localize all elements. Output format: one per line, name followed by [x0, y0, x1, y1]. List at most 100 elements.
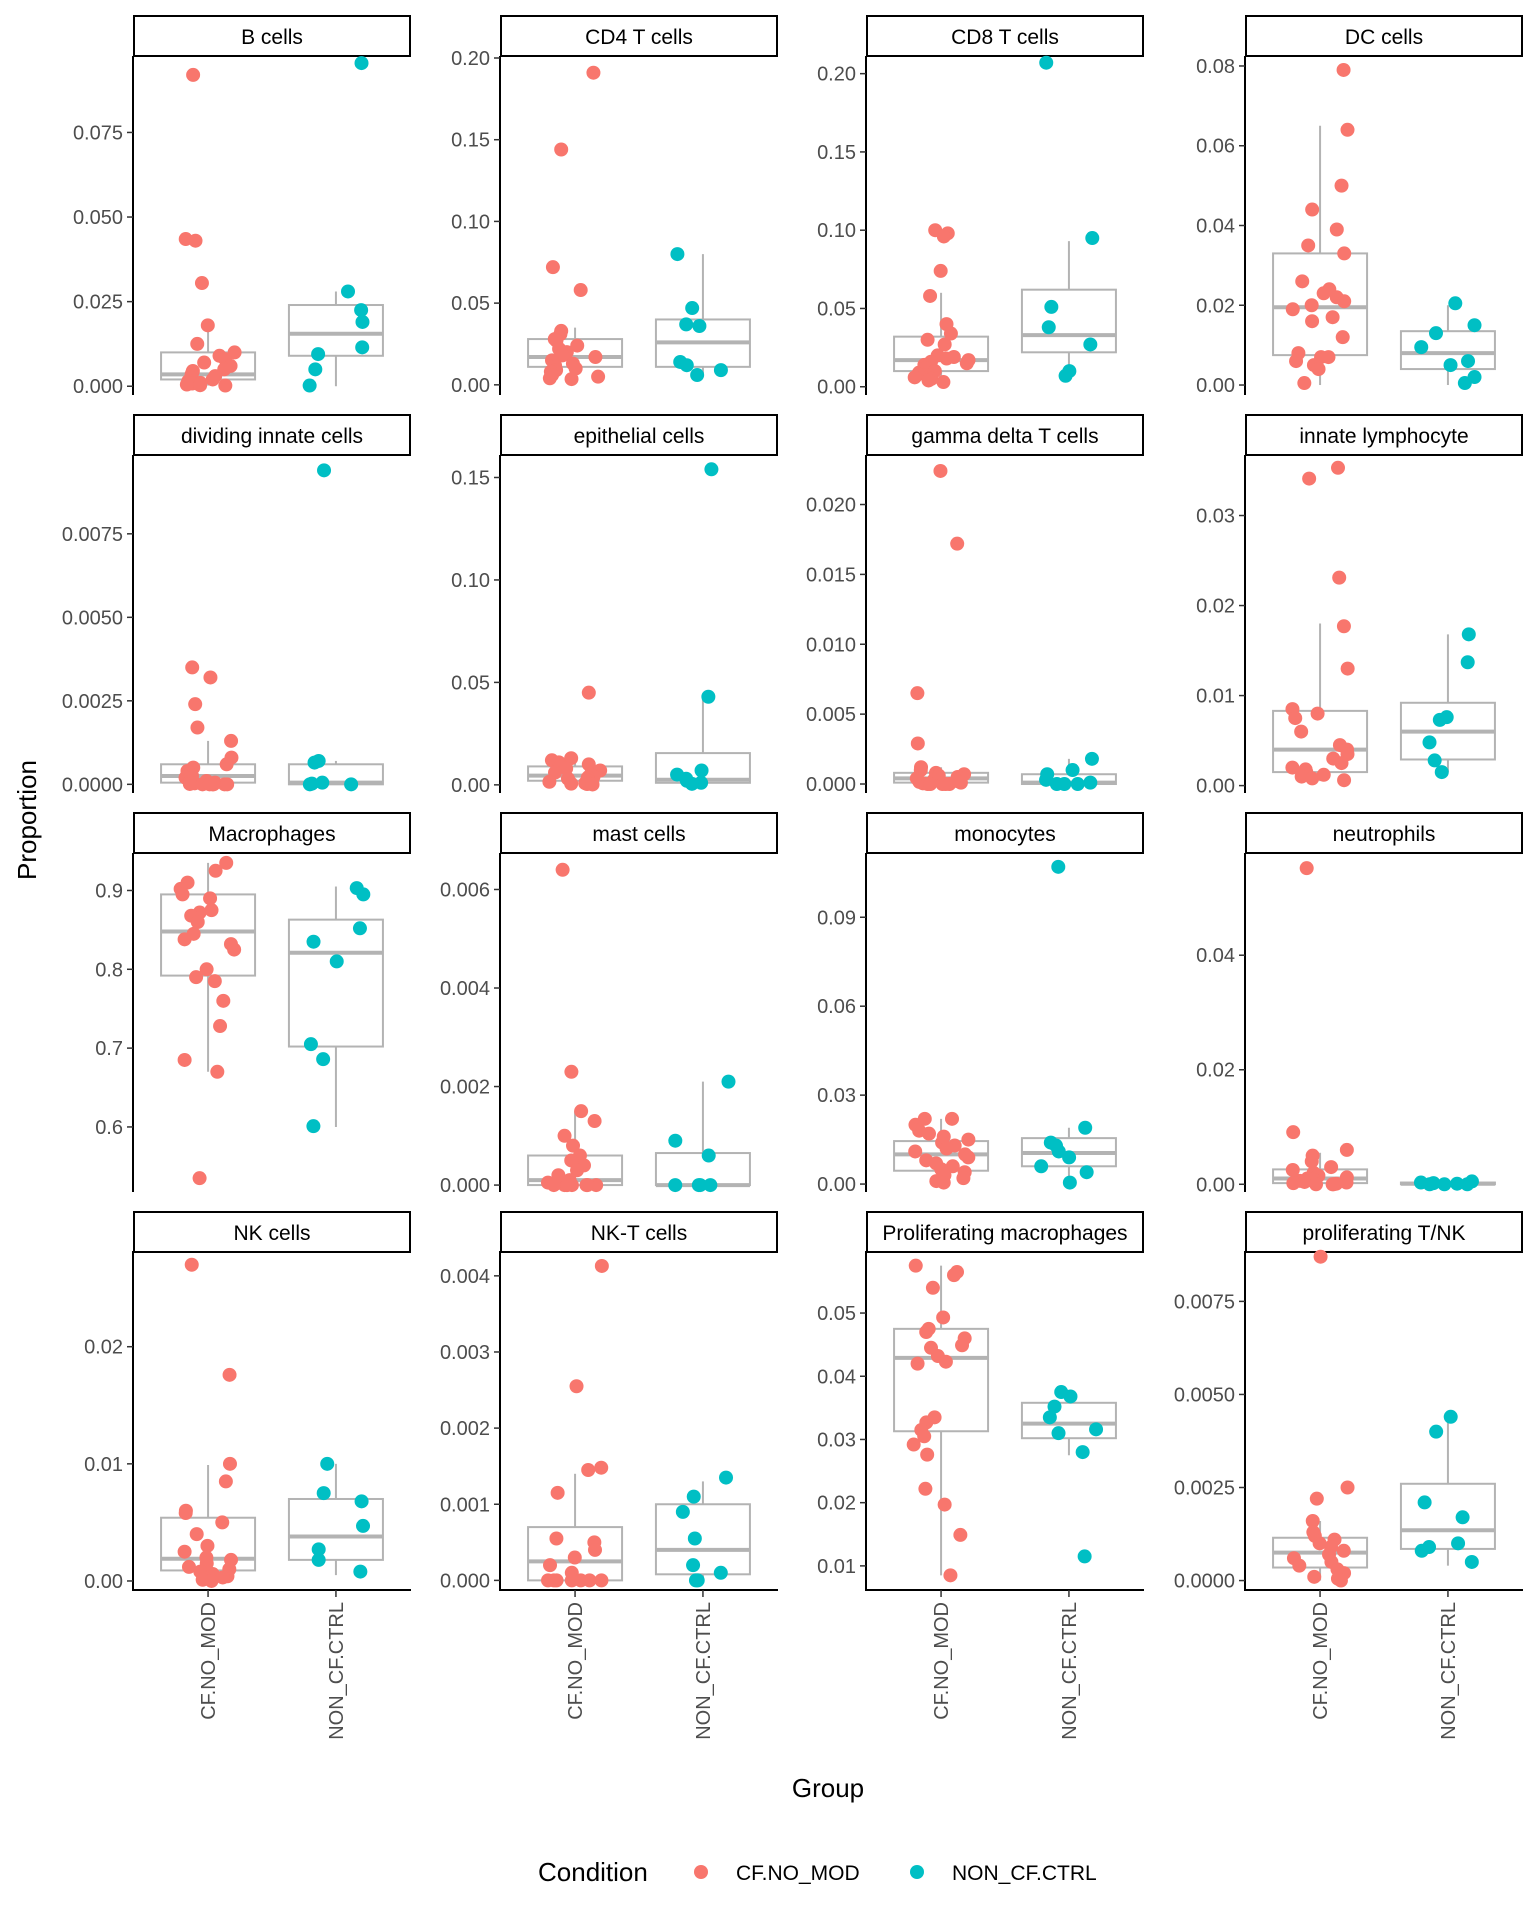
data-point-cf-no-mod [961, 1150, 976, 1165]
data-point-cf-no-mod [1294, 724, 1309, 739]
data-point-cf-no-mod [218, 378, 233, 393]
box-non-cf-ctrl [1399, 634, 1496, 773]
panel-strip [866, 812, 1144, 854]
y-tick-label: 0.0000 [62, 774, 123, 796]
data-point-cf-no-mod [177, 932, 192, 947]
data-point-cf-no-mod [1285, 302, 1300, 317]
data-point-cf-no-mod [936, 229, 951, 244]
data-point-cf-no-mod [1325, 1177, 1340, 1192]
data-point-cf-no-mod [557, 1128, 572, 1143]
data-point-non-cf-ctrl [1429, 1424, 1444, 1439]
data-point-cf-no-mod [574, 1104, 589, 1119]
panel-dividing-innate-cells: dividing innate cells 0.0000 0.0025 0.0050 0… [62, 414, 411, 796]
data-point-cf-no-mod [213, 1019, 228, 1034]
x-tick-label: CF.NO_MOD [565, 1602, 587, 1720]
y-tick-label: 0.000 [440, 1570, 490, 1592]
data-point-non-cf-ctrl [1428, 326, 1443, 341]
data-point-cf-no-mod [573, 283, 588, 298]
data-point-cf-no-mod [920, 1447, 935, 1462]
data-point-non-cf-ctrl [1083, 775, 1098, 790]
y-tick-label: 0.0050 [1174, 1384, 1235, 1406]
data-point-cf-no-mod [1288, 711, 1303, 726]
y-tick-label: 0.02 [1196, 596, 1235, 618]
data-point-cf-no-mod [190, 915, 205, 929]
data-point-cf-no-mod [1334, 178, 1349, 193]
data-point-cf-no-mod [1304, 1154, 1319, 1169]
data-point-cf-no-mod [956, 1171, 971, 1186]
panel-strip [1245, 15, 1523, 57]
box-non-cf-ctrl [287, 291, 384, 387]
data-point-cf-no-mod [953, 775, 968, 790]
y-tick-label: 0.00 [1196, 776, 1235, 798]
y-tick-label: 0.05 [451, 293, 490, 315]
panel-strip [133, 1211, 411, 1253]
data-point-non-cf-ctrl [352, 921, 367, 936]
data-point-cf-no-mod [564, 1064, 579, 1079]
data-point-non-cf-ctrl [1051, 1144, 1066, 1159]
data-point-non-cf-ctrl [1457, 376, 1472, 391]
data-point-cf-no-mod [545, 260, 560, 275]
legend: Condition CF.NO_MOD NON_CF.CTRL [538, 1857, 1097, 1887]
data-point-cf-no-mod [203, 891, 218, 906]
y-tick-label: 0.00 [451, 375, 490, 397]
data-point-non-cf-ctrl [306, 934, 321, 949]
iqr-box [287, 918, 384, 1048]
data-point-cf-no-mod [923, 777, 938, 792]
data-point-cf-no-mod [908, 1258, 923, 1273]
y-tick-label: 0.050 [73, 207, 123, 229]
data-point-cf-no-mod [570, 1163, 585, 1178]
data-point-cf-no-mod [1337, 294, 1352, 309]
data-point-cf-no-mod [582, 1573, 597, 1588]
data-point-cf-no-mod [945, 1159, 960, 1174]
data-point-cf-no-mod [549, 1531, 564, 1546]
panel-title: CD8 T cells [951, 26, 1059, 49]
data-point-non-cf-ctrl [1432, 712, 1447, 727]
data-point-cf-no-mod [1285, 1162, 1300, 1177]
panel-strip [866, 1211, 1144, 1253]
data-point-non-cf-ctrl [701, 689, 716, 704]
data-point-cf-no-mod [955, 1338, 970, 1353]
panel-title: neutrophils [1333, 823, 1436, 846]
data-point-non-cf-ctrl [1460, 655, 1475, 670]
y-tick-label: 0.20 [451, 48, 490, 70]
data-point-non-cf-ctrl [1461, 627, 1476, 642]
data-point-cf-no-mod [204, 903, 219, 918]
data-point-cf-no-mod [220, 777, 235, 792]
data-point-cf-no-mod [586, 65, 601, 80]
iqr-box [1272, 252, 1369, 357]
panel-cd4-t-cells: CD4 T cells 0.00 0.05 0.10 0.15 0.20 [451, 15, 778, 397]
y-tick-label: 0.025 [73, 292, 123, 314]
data-point-non-cf-ctrl [721, 1074, 736, 1089]
y-axis-title: Proportion [12, 760, 42, 880]
data-point-non-cf-ctrl [315, 775, 330, 790]
data-point-non-cf-ctrl [354, 56, 369, 71]
data-point-non-cf-ctrl [713, 1565, 728, 1580]
data-point-cf-no-mod [936, 375, 951, 390]
y-tick-label: 0.8 [95, 959, 123, 981]
legend-key-cf-no-mod [694, 1865, 708, 1879]
y-tick-label: 0.15 [817, 142, 856, 164]
data-point-cf-no-mod [943, 1568, 958, 1583]
data-point-non-cf-ctrl [1417, 1495, 1432, 1510]
data-point-non-cf-ctrl [1422, 735, 1437, 750]
y-tick-label: 0.000 [73, 376, 123, 398]
data-point-cf-no-mod [222, 1367, 237, 1382]
data-point-cf-no-mod [566, 1138, 581, 1153]
data-point-non-cf-ctrl [1039, 55, 1054, 70]
data-point-non-cf-ctrl [691, 1178, 706, 1193]
data-point-non-cf-ctrl [670, 247, 685, 262]
data-point-cf-no-mod [550, 1485, 565, 1500]
data-point-non-cf-ctrl [1075, 1445, 1090, 1460]
data-point-cf-no-mod [1316, 286, 1331, 301]
y-tick-label: 0.015 [806, 564, 856, 586]
data-point-non-cf-ctrl [1085, 231, 1100, 246]
data-point-cf-no-mod [1301, 238, 1316, 253]
data-point-cf-no-mod [1331, 460, 1346, 475]
data-point-non-cf-ctrl [1089, 1422, 1104, 1437]
data-point-non-cf-ctrl [703, 1178, 718, 1193]
y-tick-label: 0.03 [1196, 506, 1235, 528]
data-point-cf-no-mod [1310, 706, 1325, 721]
data-point-non-cf-ctrl [302, 378, 317, 393]
data-point-cf-no-mod [1305, 1514, 1320, 1528]
data-point-non-cf-ctrl [679, 317, 694, 332]
